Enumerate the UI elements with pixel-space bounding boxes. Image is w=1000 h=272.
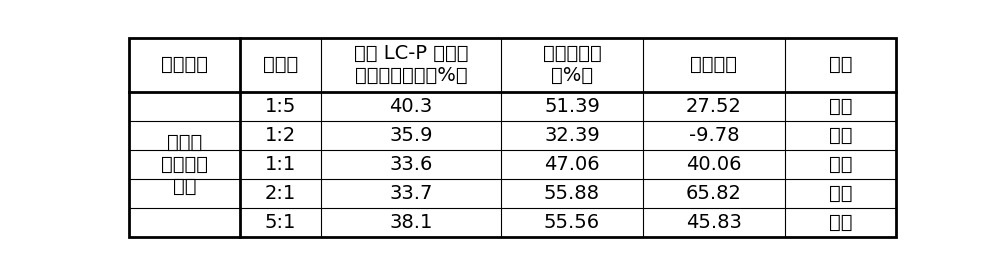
Text: 2:1: 2:1 (265, 184, 296, 203)
Text: 1:2: 1:2 (265, 126, 296, 145)
Text: 增效: 增效 (829, 213, 852, 232)
Text: 1:1: 1:1 (265, 155, 296, 174)
Text: 5:1: 5:1 (265, 213, 296, 232)
Text: 增效: 增效 (829, 97, 852, 116)
Text: -9.78: -9.78 (689, 126, 739, 145)
Text: 55.56: 55.56 (544, 213, 600, 232)
Text: 33.6: 33.6 (389, 155, 433, 174)
Text: 观察死亡率
（%）: 观察死亡率 （%） (543, 44, 601, 85)
Text: 增效: 增效 (829, 155, 852, 174)
Text: 伊维菌
素：丁氟
螨酯: 伊维菌 素：丁氟 螨酯 (161, 133, 208, 196)
Text: 51.39: 51.39 (544, 97, 600, 116)
Text: 65.82: 65.82 (686, 184, 742, 203)
Text: 55.88: 55.88 (544, 184, 600, 203)
Text: 40.3: 40.3 (389, 97, 432, 116)
Text: 38.1: 38.1 (389, 213, 433, 232)
Text: 共毒因子: 共毒因子 (690, 55, 737, 74)
Text: 32.39: 32.39 (544, 126, 600, 145)
Text: 47.06: 47.06 (544, 155, 600, 174)
Text: 处理名称: 处理名称 (161, 55, 208, 74)
Text: 35.9: 35.9 (389, 126, 433, 145)
Text: 相加: 相加 (829, 126, 852, 145)
Text: 评价: 评价 (829, 55, 852, 74)
Text: 查自 LC-P 线死亡
率预期死亡率（%）: 查自 LC-P 线死亡 率预期死亡率（%） (354, 44, 468, 85)
Text: 体积比: 体积比 (263, 55, 298, 74)
Text: 33.7: 33.7 (389, 184, 433, 203)
Text: 27.52: 27.52 (686, 97, 742, 116)
Text: 增效: 增效 (829, 184, 852, 203)
Text: 45.83: 45.83 (686, 213, 742, 232)
Text: 40.06: 40.06 (686, 155, 742, 174)
Text: 1:5: 1:5 (265, 97, 296, 116)
